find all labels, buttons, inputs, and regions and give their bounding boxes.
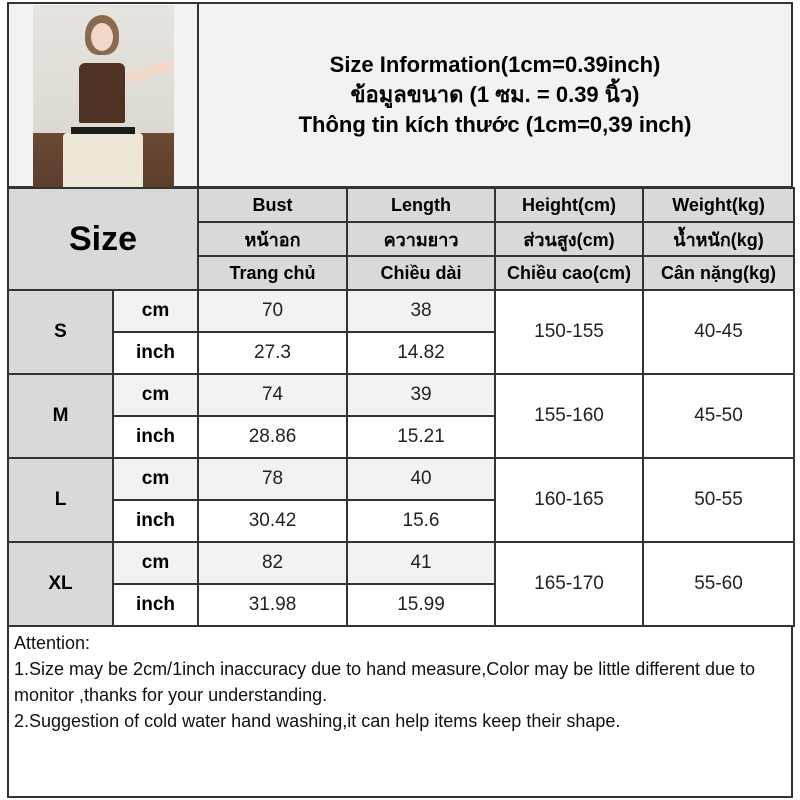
table-row-cm: M cm 74 39 155-160 45-50: [7, 373, 796, 459]
attention-heading: Attention:: [14, 633, 91, 653]
title-line-th: ข้อมูลขนาด (1 ซม. = 0.39 นิ้ว): [350, 82, 640, 107]
table-row-cm: L cm 78 40 160-165 50-55: [7, 457, 796, 543]
table-row-cm: XL cm 82 41 165-170 55-60: [7, 541, 796, 627]
bust-inch: 28.86: [197, 415, 349, 459]
col-bust-en: Bust: [197, 187, 349, 223]
size-cell: M: [7, 373, 114, 459]
size-info-title: Size Information(1cm=0.39inch) ข้อมูลขนา…: [199, 4, 791, 186]
attention-notes: Attention: 1.Size may be 2cm/1inch inacc…: [7, 627, 793, 798]
table-row-inch: inch 31.98 15.99: [8, 583, 794, 627]
col-length-th: ความยาว: [346, 221, 497, 257]
length-inch: 14.82: [346, 331, 497, 375]
col-weight-th: น้ำหนัก(kg): [642, 221, 796, 257]
col-weight-en: Weight(kg): [642, 187, 796, 223]
length-inch: 15.99: [346, 583, 497, 627]
weight-cell: 55-60: [642, 541, 796, 627]
table-row-cm: S cm 70 38 150-155 40-45: [7, 289, 796, 375]
weight-cell: 40-45: [642, 289, 796, 375]
col-weight-vi: Cân nặng(kg): [642, 255, 796, 291]
unit-cell: inch: [111, 415, 200, 459]
unit-cell: cm: [111, 457, 200, 501]
col-length-en: Length: [346, 187, 497, 223]
length-cm: 38: [346, 289, 497, 333]
product-photo: [33, 5, 174, 188]
weight-cell: 45-50: [642, 373, 796, 459]
unit-cell: cm: [111, 289, 200, 333]
bust-cm: 74: [197, 373, 349, 417]
col-height-en: Height(cm): [494, 187, 645, 223]
length-cm: 41: [346, 541, 497, 585]
unit-cell: inch: [111, 331, 200, 375]
length-inch: 15.21: [346, 415, 497, 459]
height-cell: 160-165: [494, 457, 645, 543]
attention-note: 1.Size may be 2cm/1inch inaccuracy due t…: [14, 659, 756, 705]
unit-cell: inch: [111, 499, 200, 543]
bust-inch: 27.3: [197, 331, 349, 375]
size-cell: S: [7, 289, 114, 375]
length-inch: 15.6: [346, 499, 497, 543]
col-height-vi: Chiều cao(cm): [494, 255, 645, 291]
length-cm: 40: [346, 457, 497, 501]
bust-inch: 31.98: [197, 583, 349, 627]
header-section: Size Information(1cm=0.39inch) ข้อมูลขนา…: [7, 2, 793, 188]
unit-cell: cm: [111, 373, 200, 417]
attention-note: 2.Suggestion of cold water hand washing,…: [14, 711, 621, 731]
product-photo-cell: [9, 4, 199, 188]
weight-cell: 50-55: [642, 457, 796, 543]
unit-cell: inch: [111, 583, 200, 627]
height-cell: 155-160: [494, 373, 645, 459]
bust-cm: 70: [197, 289, 349, 333]
bust-inch: 30.42: [197, 499, 349, 543]
size-cell: L: [7, 457, 114, 543]
col-length-vi: Chiều dài: [346, 255, 497, 291]
title-line-en: Size Information(1cm=0.39inch): [329, 52, 661, 77]
table-row-inch: inch 30.42 15.6: [8, 499, 794, 543]
col-height-th: ส่วนสูง(cm): [494, 221, 645, 257]
unit-cell: cm: [111, 541, 200, 585]
size-cell: XL: [7, 541, 114, 627]
size-table: Size Bust Length Height(cm) Weight(kg) ห…: [6, 187, 796, 627]
height-cell: 150-155: [494, 289, 645, 375]
title-line-vi: Thông tin kích thước (1cm=0,39 inch): [298, 112, 692, 137]
table-row-inch: inch 28.86 15.21: [8, 415, 794, 459]
col-bust-vi: Trang chủ: [197, 255, 349, 291]
length-cm: 39: [346, 373, 497, 417]
size-header: Size: [6, 187, 200, 291]
col-bust-th: หน้าอก: [197, 221, 349, 257]
bust-cm: 82: [197, 541, 349, 585]
bust-cm: 78: [197, 457, 349, 501]
table-row-inch: inch 27.3 14.82: [8, 331, 794, 375]
height-cell: 165-170: [494, 541, 645, 627]
